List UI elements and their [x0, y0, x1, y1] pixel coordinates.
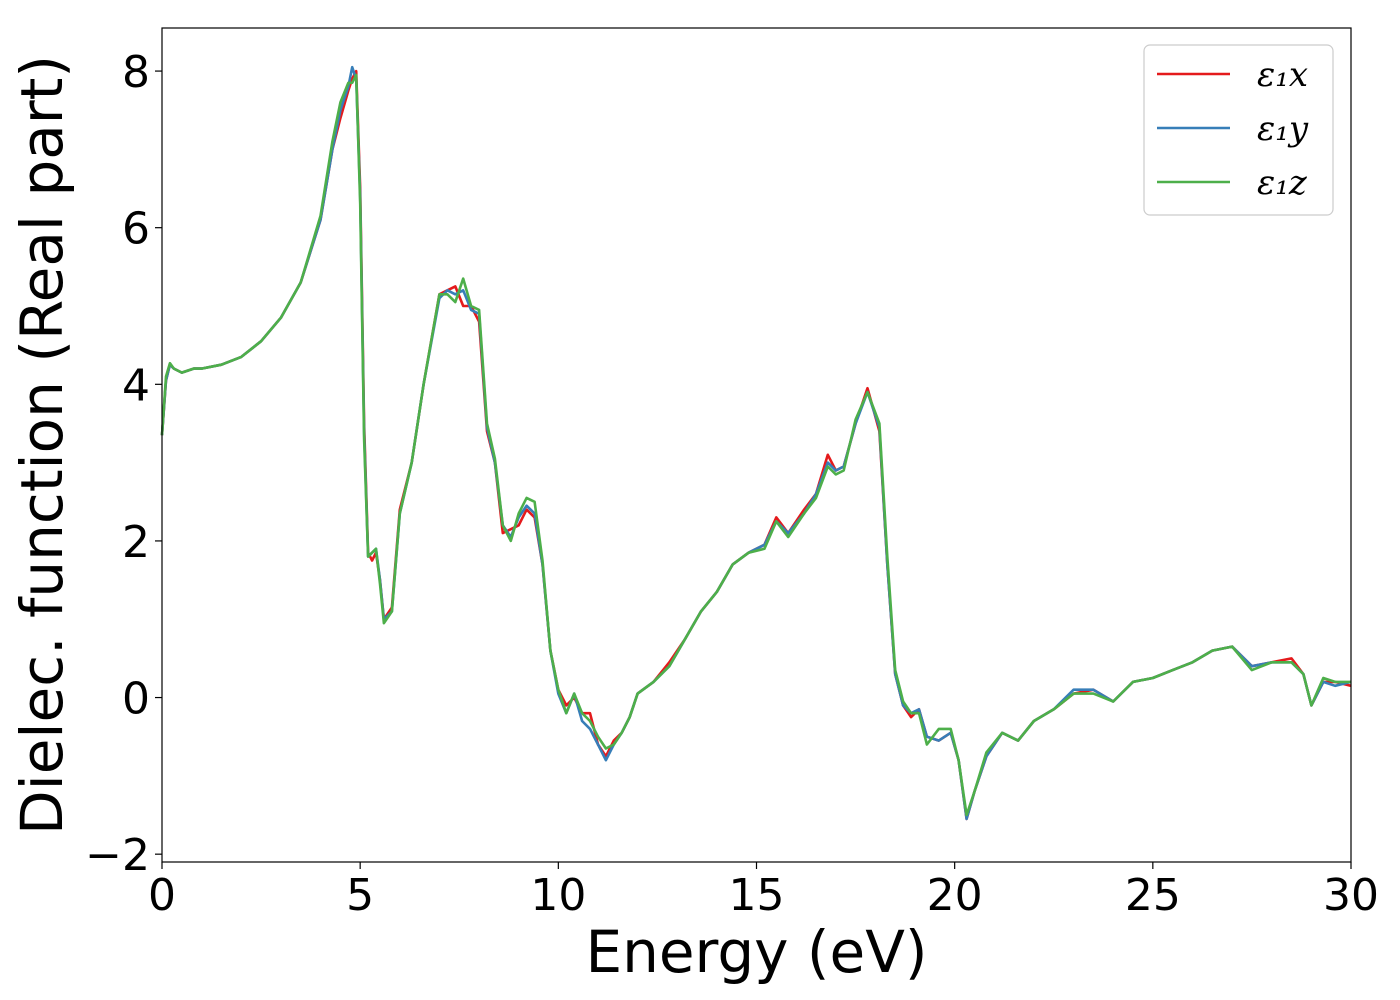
y-tick-label: 6 — [122, 204, 150, 255]
x-tick-label: 10 — [530, 870, 586, 921]
y-tick-label: 8 — [122, 47, 150, 98]
y-axis-ticks: −2 0 2 4 6 8 — [85, 47, 162, 881]
legend-box — [1143, 44, 1334, 216]
x-tick-label: 0 — [148, 870, 176, 921]
x-tick-label: 15 — [729, 870, 785, 921]
x-tick-label: 25 — [1125, 870, 1181, 921]
series-line-z — [160, 73, 1351, 817]
y-tick-label: 4 — [122, 360, 150, 411]
y-axis-title: Dielec. function (Real part) — [8, 55, 76, 835]
y-tick-label: −2 — [85, 830, 150, 881]
x-axis-title: Energy (eV) — [585, 918, 927, 986]
x-tick-label: 5 — [346, 870, 374, 921]
legend-label-z: ε₁z — [1257, 163, 1308, 203]
y-tick-label: 0 — [122, 674, 150, 725]
legend-label-y: ε₁y — [1257, 109, 1309, 149]
x-tick-label: 30 — [1323, 870, 1379, 921]
legend: ε₁x ε₁y ε₁z — [1143, 44, 1334, 216]
x-tick-label: 20 — [927, 870, 983, 921]
x-axis-ticks: 0 5 10 15 20 25 30 — [148, 862, 1379, 921]
series-layer — [160, 65, 1352, 821]
y-tick-label: 2 — [122, 517, 150, 568]
legend-label-x: ε₁x — [1257, 55, 1308, 95]
